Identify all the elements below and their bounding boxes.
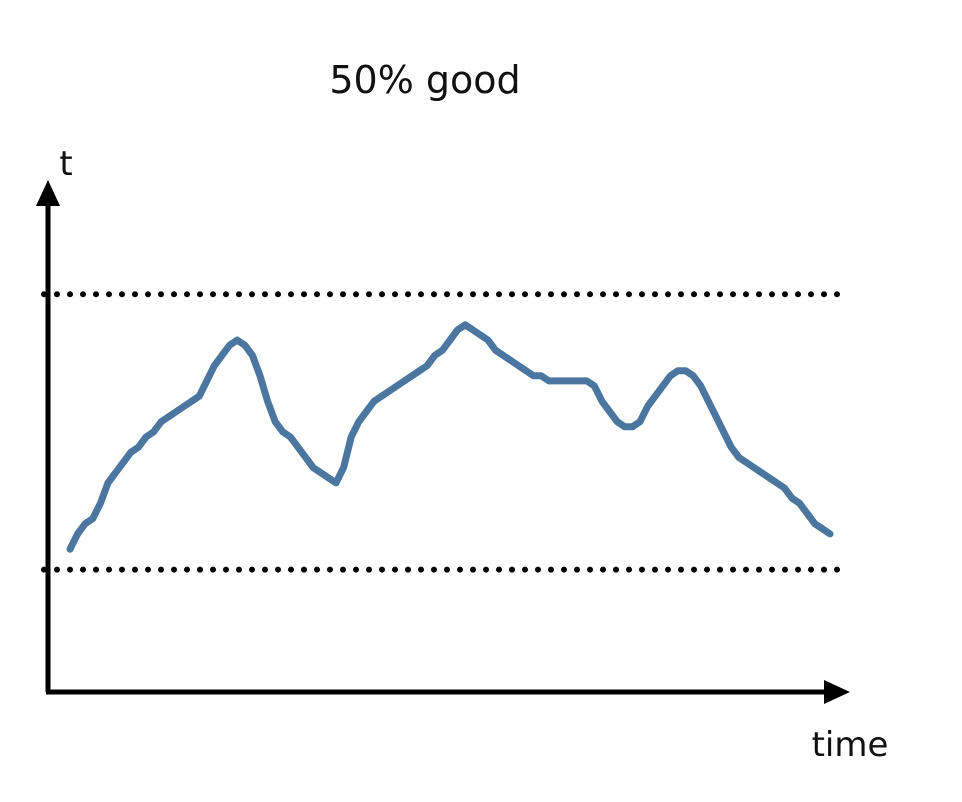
series-layer	[66, 321, 834, 553]
y-axis-arrow-icon	[36, 180, 60, 206]
y-axis-label: t	[59, 144, 72, 184]
series-line-0	[66, 321, 834, 553]
reference-lines	[41, 291, 849, 573]
axes	[36, 180, 850, 704]
chart-title: 50% good	[329, 58, 520, 102]
x-axis-arrow-icon	[824, 680, 850, 704]
x-axis-label: time	[812, 725, 889, 765]
